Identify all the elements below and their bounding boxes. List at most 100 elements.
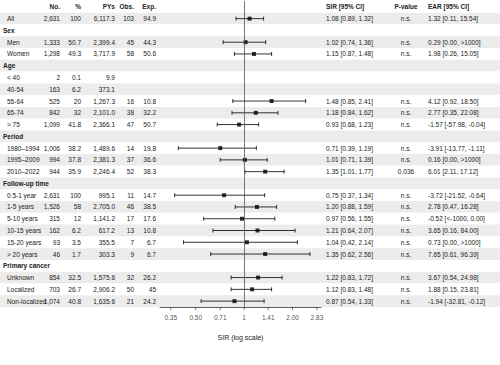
svg-text:Follow-up time: Follow-up time	[3, 180, 49, 188]
svg-text:9: 9	[130, 251, 134, 258]
svg-text:24.2: 24.2	[143, 298, 156, 305]
svg-text:0.87 [0.54, 1.33]: 0.87 [0.54, 1.33]	[326, 298, 373, 306]
svg-text:Period: Period	[3, 133, 23, 140]
svg-text:1995–2009: 1995–2009	[7, 156, 40, 163]
svg-text:Women: Women	[7, 50, 30, 57]
svg-text:1980–1994: 1980–1994	[7, 145, 40, 152]
svg-text:944: 944	[49, 168, 60, 175]
svg-text:6.7: 6.7	[147, 239, 156, 246]
svg-text:40.8: 40.8	[68, 298, 81, 305]
svg-text:1.20 [0.88, 1.59]: 1.20 [0.88, 1.59]	[326, 203, 373, 211]
svg-text:38: 38	[127, 109, 135, 116]
svg-text:525: 525	[49, 98, 60, 105]
svg-text:1.22 [0.83, 1.72]: 1.22 [0.83, 1.72]	[326, 274, 373, 282]
svg-text:0.16 [0.00, >1000]: 0.16 [0.00, >1000]	[428, 156, 481, 164]
svg-text:0.50: 0.50	[189, 314, 202, 321]
svg-text:1.35 [0.62, 2.56]: 1.35 [0.62, 2.56]	[326, 251, 373, 259]
svg-text:n.s.: n.s.	[401, 298, 412, 305]
svg-text:100: 100	[70, 15, 81, 22]
svg-text:32.2: 32.2	[143, 109, 156, 116]
svg-text:PYs: PYs	[103, 3, 116, 10]
svg-text:17.6: 17.6	[143, 215, 156, 222]
svg-text:%: %	[75, 3, 81, 10]
svg-text:1.12 [0.83, 1.48]: 1.12 [0.83, 1.48]	[326, 286, 373, 294]
svg-text:15-20 years: 15-20 years	[7, 239, 42, 247]
svg-text:1.08 [0.89, 1.32]: 1.08 [0.89, 1.32]	[326, 15, 373, 23]
svg-text:1-5 years: 1-5 years	[7, 203, 35, 211]
svg-text:1,141.2: 1,141.2	[93, 215, 115, 222]
svg-text:5-10 years: 5-10 years	[7, 215, 38, 223]
svg-text:n.s.: n.s.	[401, 15, 412, 22]
svg-text:1.21 [0.64, 2.07]: 1.21 [0.64, 2.07]	[326, 227, 373, 235]
svg-text:1,575.6: 1,575.6	[93, 274, 115, 281]
svg-text:26.7: 26.7	[68, 286, 81, 293]
svg-text:n.s.: n.s.	[401, 274, 412, 281]
svg-text:40-54: 40-54	[7, 86, 24, 93]
svg-text:n.s.: n.s.	[401, 251, 412, 258]
svg-text:n.s.: n.s.	[401, 192, 412, 199]
svg-text:2.00: 2.00	[286, 314, 299, 321]
svg-text:617.2: 617.2	[99, 227, 116, 234]
svg-text:19.8: 19.8	[143, 145, 156, 152]
svg-text:n.s.: n.s.	[401, 121, 412, 128]
svg-text:13: 13	[127, 227, 135, 234]
svg-text:9.9: 9.9	[106, 74, 115, 81]
svg-text:> 20 years: > 20 years	[7, 251, 38, 259]
svg-text:4.12 [0.92, 18.50]: 4.12 [0.92, 18.50]	[428, 98, 479, 106]
svg-text:1.48 [0.85, 2.41]: 1.48 [0.85, 2.41]	[326, 98, 373, 106]
svg-text:Non-localized: Non-localized	[7, 298, 47, 305]
svg-text:Localized: Localized	[7, 286, 35, 293]
svg-text:58: 58	[74, 203, 82, 210]
svg-text:2,399.4: 2,399.4	[93, 39, 115, 46]
svg-text:0.29 [0.00, >1000]: 0.29 [0.00, >1000]	[428, 39, 481, 47]
svg-text:1.01 [0.71, 1.39]: 1.01 [0.71, 1.39]	[326, 156, 373, 164]
svg-text:6.7: 6.7	[147, 251, 156, 258]
svg-text:2,381.3: 2,381.3	[93, 156, 115, 163]
svg-text:3,717.9: 3,717.9	[93, 50, 115, 57]
svg-text:1,074: 1,074	[44, 298, 61, 305]
svg-text:842: 842	[49, 109, 60, 116]
svg-text:36.6: 36.6	[143, 156, 156, 163]
svg-text:1,099: 1,099	[44, 121, 61, 128]
svg-text:-0.52 [<-1000, 0.00]: -0.52 [<-1000, 0.00]	[428, 215, 485, 223]
svg-text:2,246.4: 2,246.4	[93, 168, 115, 175]
svg-text:> 75: > 75	[7, 121, 20, 128]
svg-text:2.77 [0.35, 22.08]: 2.77 [0.35, 22.08]	[428, 109, 479, 117]
svg-text:50.7: 50.7	[68, 39, 81, 46]
svg-text:1.02 [0.74, 1.36]: 1.02 [0.74, 1.36]	[326, 39, 373, 47]
svg-text:2,631: 2,631	[44, 192, 61, 199]
svg-text:0.036: 0.036	[398, 168, 415, 175]
svg-text:20: 20	[74, 98, 82, 105]
svg-text:46: 46	[127, 203, 135, 210]
svg-text:162: 162	[49, 227, 60, 234]
svg-text:2.83: 2.83	[311, 314, 324, 321]
svg-text:10.8: 10.8	[143, 227, 156, 234]
svg-text:41.8: 41.8	[68, 121, 81, 128]
svg-text:49.3: 49.3	[68, 50, 81, 57]
svg-text:994: 994	[49, 156, 60, 163]
svg-text:315: 315	[49, 215, 60, 222]
svg-text:2,906.2: 2,906.2	[93, 286, 115, 293]
svg-text:55-64: 55-64	[7, 98, 24, 105]
svg-text:1.98 [0.26, 15.05]: 1.98 [0.26, 15.05]	[428, 50, 479, 58]
svg-text:SIR [95% CI]: SIR [95% CI]	[326, 3, 364, 11]
svg-text:n.s.: n.s.	[401, 215, 412, 222]
svg-text:1.18 [0.84, 1.62]: 1.18 [0.84, 1.62]	[326, 109, 373, 117]
svg-text:n.s.: n.s.	[401, 145, 412, 152]
svg-text:46: 46	[53, 251, 61, 258]
svg-text:1.32 [0.11, 15.54]: 1.32 [0.11, 15.54]	[428, 15, 478, 23]
svg-text:100: 100	[70, 192, 81, 199]
svg-text:2,101.0: 2,101.0	[93, 109, 115, 116]
svg-text:0.75 [0.37, 1.34]: 0.75 [0.37, 1.34]	[326, 192, 373, 200]
svg-text:32.5: 32.5	[68, 274, 81, 281]
svg-text:Unknown: Unknown	[7, 274, 34, 281]
svg-text:6.01 [2.11, 17.12]: 6.01 [2.11, 17.12]	[428, 168, 478, 176]
svg-text:1.88 [0.15, 23.81]: 1.88 [0.15, 23.81]	[428, 286, 479, 294]
svg-text:10.8: 10.8	[143, 98, 156, 105]
svg-text:1,489.6: 1,489.6	[93, 145, 115, 152]
svg-text:3.5: 3.5	[72, 239, 81, 246]
svg-text:50.6: 50.6	[143, 50, 156, 57]
svg-text:16: 16	[127, 98, 135, 105]
svg-text:50: 50	[127, 286, 135, 293]
svg-text:2010–2022: 2010–2022	[7, 168, 40, 175]
